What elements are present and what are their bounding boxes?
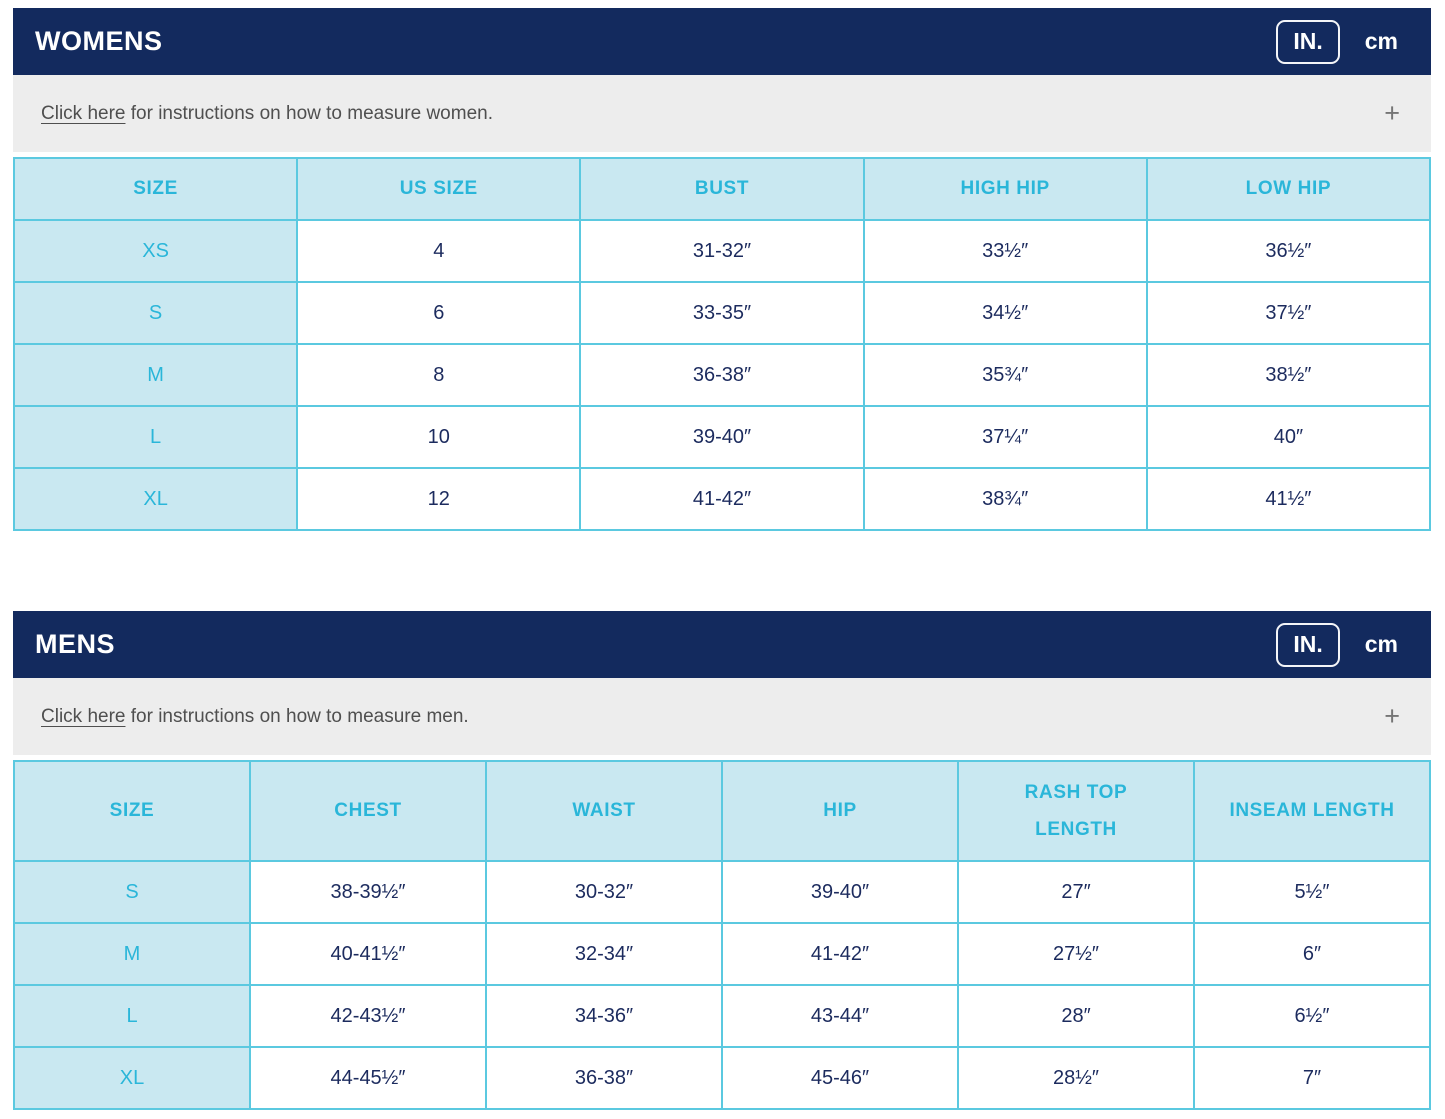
value-cell: 41-42″ (579, 467, 865, 531)
column-header: SIZE (13, 760, 251, 862)
womens-section-title: WOMENS (35, 26, 163, 56)
column-header: HIP (721, 760, 959, 862)
value-cell: 40-41½″ (249, 922, 487, 986)
header-row: SIZE CHEST WAIST HIP RASH TOP LENGTH INSEAM L… (13, 760, 1431, 862)
table-row: XS 4 31-32″ 33½″ 36½″ (12, 219, 1432, 283)
column-header: RASH TOP LENGTH (957, 760, 1195, 862)
value-cell: 30-32″ (485, 860, 723, 924)
mens-expand-plus-icon[interactable]: + (1384, 701, 1400, 731)
size-cell: XL (12, 467, 299, 531)
size-cell: XS (12, 219, 299, 283)
womens-expand-plus-icon[interactable]: + (1384, 98, 1400, 128)
table-row: S 6 33-35″ 34½″ 37½″ (12, 281, 1432, 345)
value-cell: 37¼″ (862, 405, 1148, 469)
size-cell: M (13, 922, 251, 986)
mens-instruction-bar: Click here for instructions on how to me… (13, 678, 1431, 755)
value-cell: 35¾″ (862, 343, 1148, 407)
value-cell: 39-40″ (721, 860, 959, 924)
value-cell: 12 (296, 467, 582, 531)
value-cell: 6 (296, 281, 582, 345)
womens-instruction-rest: for instructions on how to measure women… (125, 102, 493, 124)
value-cell: 38½″ (1145, 343, 1432, 407)
value-cell: 27″ (957, 860, 1195, 924)
womens-size-table: SIZE US SIZE BUST HIGH HIP LOW HIP XS 4 31-32″ 3… (12, 157, 1432, 531)
mens-section-title: MENS (35, 629, 116, 659)
column-header: CHEST (249, 760, 487, 862)
womens-section: WOMENS IN. cm Click here for instruction… (12, 8, 1432, 531)
womens-instruction-bar: Click here for instructions on how to me… (13, 75, 1431, 152)
table-row: XL 44-45½″ 36-38″ 45-46″ 28½″ 7″ (13, 1046, 1431, 1110)
value-cell: 36-38″ (485, 1046, 723, 1110)
size-cell: S (13, 860, 251, 924)
unit-inches-button[interactable]: IN. (1276, 622, 1340, 667)
mens-size-table: SIZE CHEST WAIST HIP RASH TOP LENGTH INSEAM L… (13, 760, 1431, 1110)
value-cell: 4 (296, 219, 582, 283)
value-cell: 33-35″ (579, 281, 865, 345)
unit-cm-button[interactable]: cm (1364, 631, 1398, 657)
column-header: US SIZE (296, 157, 582, 221)
column-header: SIZE (12, 157, 299, 221)
value-cell: 8 (296, 343, 582, 407)
size-cell: L (13, 984, 251, 1048)
column-header: HIGH HIP (862, 157, 1148, 221)
value-cell: 31-32″ (579, 219, 865, 283)
value-cell: 28″ (957, 984, 1195, 1048)
column-header: WAIST (485, 760, 723, 862)
table-row: L 10 39-40″ 37¼″ 40″ (12, 405, 1432, 469)
value-cell: 40″ (1145, 405, 1432, 469)
value-cell: 10 (296, 405, 582, 469)
column-header: BUST (579, 157, 865, 221)
mens-unit-toggle: IN. cm (1276, 622, 1398, 667)
value-cell: 27½″ (957, 922, 1195, 986)
value-cell: 39-40″ (579, 405, 865, 469)
value-cell: 7″ (1193, 1046, 1431, 1110)
womens-click-here-link[interactable]: Click here (41, 102, 126, 124)
value-cell: 5½″ (1193, 860, 1431, 924)
size-cell: S (12, 281, 299, 345)
value-cell: 6″ (1193, 922, 1431, 986)
table-row: L 42-43½″ 34-36″ 43-44″ 28″ 6½″ (13, 984, 1431, 1048)
header-row: SIZE US SIZE BUST HIGH HIP LOW HIP (12, 157, 1432, 221)
value-cell: 34-36″ (485, 984, 723, 1048)
value-cell: 43-44″ (721, 984, 959, 1048)
value-cell: 38¾″ (862, 467, 1148, 531)
value-cell: 38-39½″ (249, 860, 487, 924)
womens-title-bar: WOMENS IN. cm (13, 8, 1431, 75)
value-cell: 36½″ (1145, 219, 1432, 283)
value-cell: 33½″ (862, 219, 1148, 283)
value-cell: 6½″ (1193, 984, 1431, 1048)
table-row: M 8 36-38″ 35¾″ 38½″ (12, 343, 1432, 407)
value-cell: 41½″ (1145, 467, 1432, 531)
table-row: M 40-41½″ 32-34″ 41-42″ 27½″ 6″ (13, 922, 1431, 986)
mens-instruction-rest: for instructions on how to measure men. (125, 705, 469, 727)
value-cell: 45-46″ (721, 1046, 959, 1110)
value-cell: 37½″ (1145, 281, 1432, 345)
mens-click-here-link[interactable]: Click here (41, 705, 126, 727)
value-cell: 41-42″ (721, 922, 959, 986)
value-cell: 36-38″ (579, 343, 865, 407)
value-cell: 44-45½″ (249, 1046, 487, 1110)
value-cell: 42-43½″ (249, 984, 487, 1048)
column-header: LOW HIP (1145, 157, 1432, 221)
value-cell: 34½″ (862, 281, 1148, 345)
size-cell: L (12, 405, 299, 469)
table-row: S 38-39½″ 30-32″ 39-40″ 27″ 5½″ (13, 860, 1431, 924)
womens-unit-toggle: IN. cm (1276, 19, 1398, 64)
unit-inches-button[interactable]: IN. (1276, 19, 1340, 64)
size-cell: M (12, 343, 299, 407)
value-cell: 28½″ (957, 1046, 1195, 1110)
mens-title-bar: MENS IN. cm (13, 611, 1431, 678)
unit-cm-button[interactable]: cm (1364, 28, 1398, 54)
column-header: INSEAM LENGTH (1193, 760, 1431, 862)
size-cell: XL (13, 1046, 251, 1110)
table-row: XL 12 41-42″ 38¾″ 41½″ (12, 467, 1432, 531)
womens-instruction-text: Click here for instructions on how to me… (41, 103, 493, 125)
mens-instruction-text: Click here for instructions on how to me… (41, 706, 469, 728)
value-cell: 32-34″ (485, 922, 723, 986)
mens-section: MENS IN. cm Click here for instructions … (13, 611, 1431, 1110)
